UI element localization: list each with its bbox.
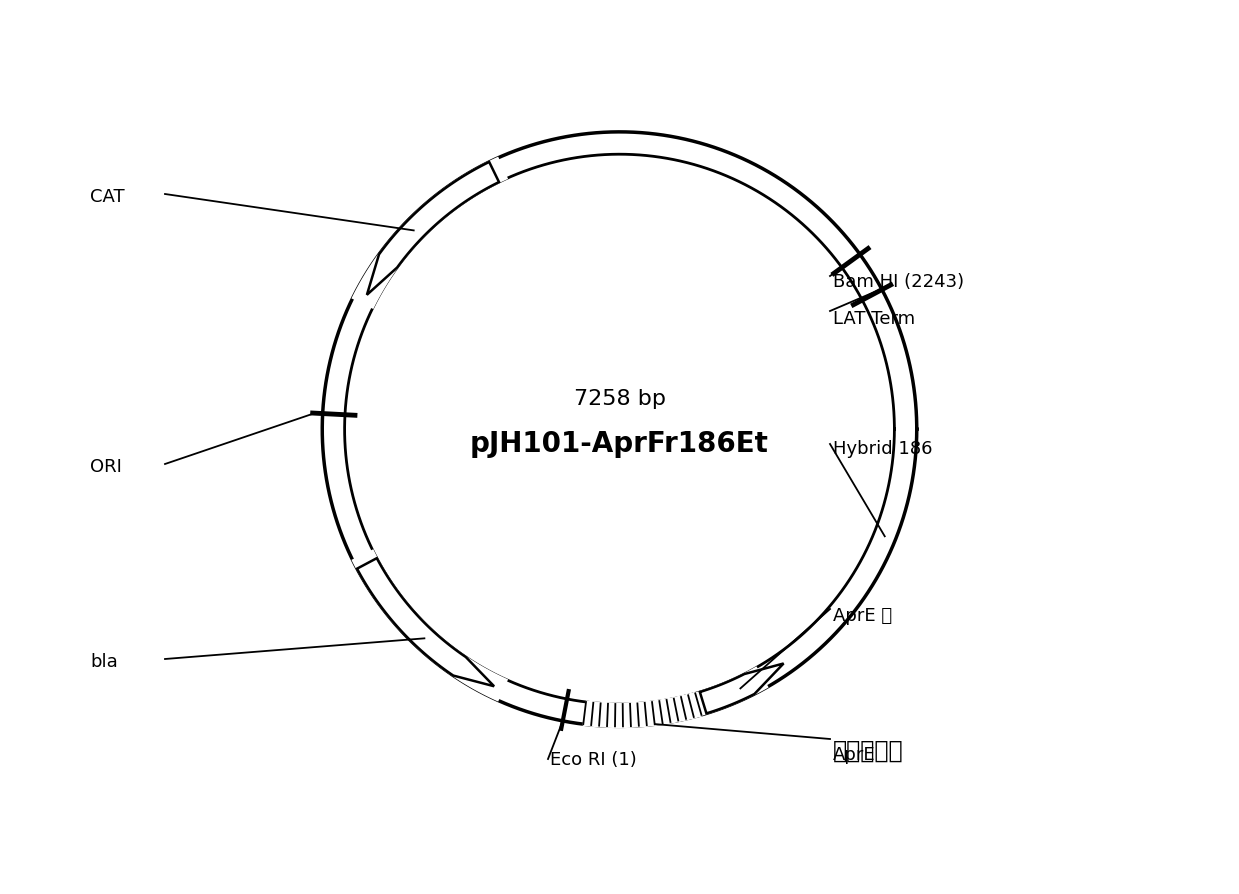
Text: ORI: ORI [90,458,121,476]
Text: bla: bla [90,653,118,671]
Text: Eco RI (1): Eco RI (1) [550,751,637,769]
Text: AprE 肽: AprE 肽 [833,607,892,625]
Text: AprE: AprE [833,746,876,764]
Text: 7258 bp: 7258 bp [574,389,665,409]
Polygon shape [357,558,494,687]
Polygon shape [584,693,701,728]
Polygon shape [690,666,768,717]
Text: 启动子区域: 启动子区域 [833,739,903,763]
Text: CAT: CAT [90,188,125,206]
Polygon shape [700,663,783,713]
Polygon shape [352,549,508,702]
Text: Hybrid 186: Hybrid 186 [833,440,933,458]
Text: Bam HI (2243): Bam HI (2243) [833,273,964,291]
Polygon shape [352,156,508,309]
Text: LAT Term: LAT Term [833,310,916,328]
Text: pJH101-AprFr186Et: pJH101-AprFr186Et [470,430,769,458]
Polygon shape [367,162,499,295]
